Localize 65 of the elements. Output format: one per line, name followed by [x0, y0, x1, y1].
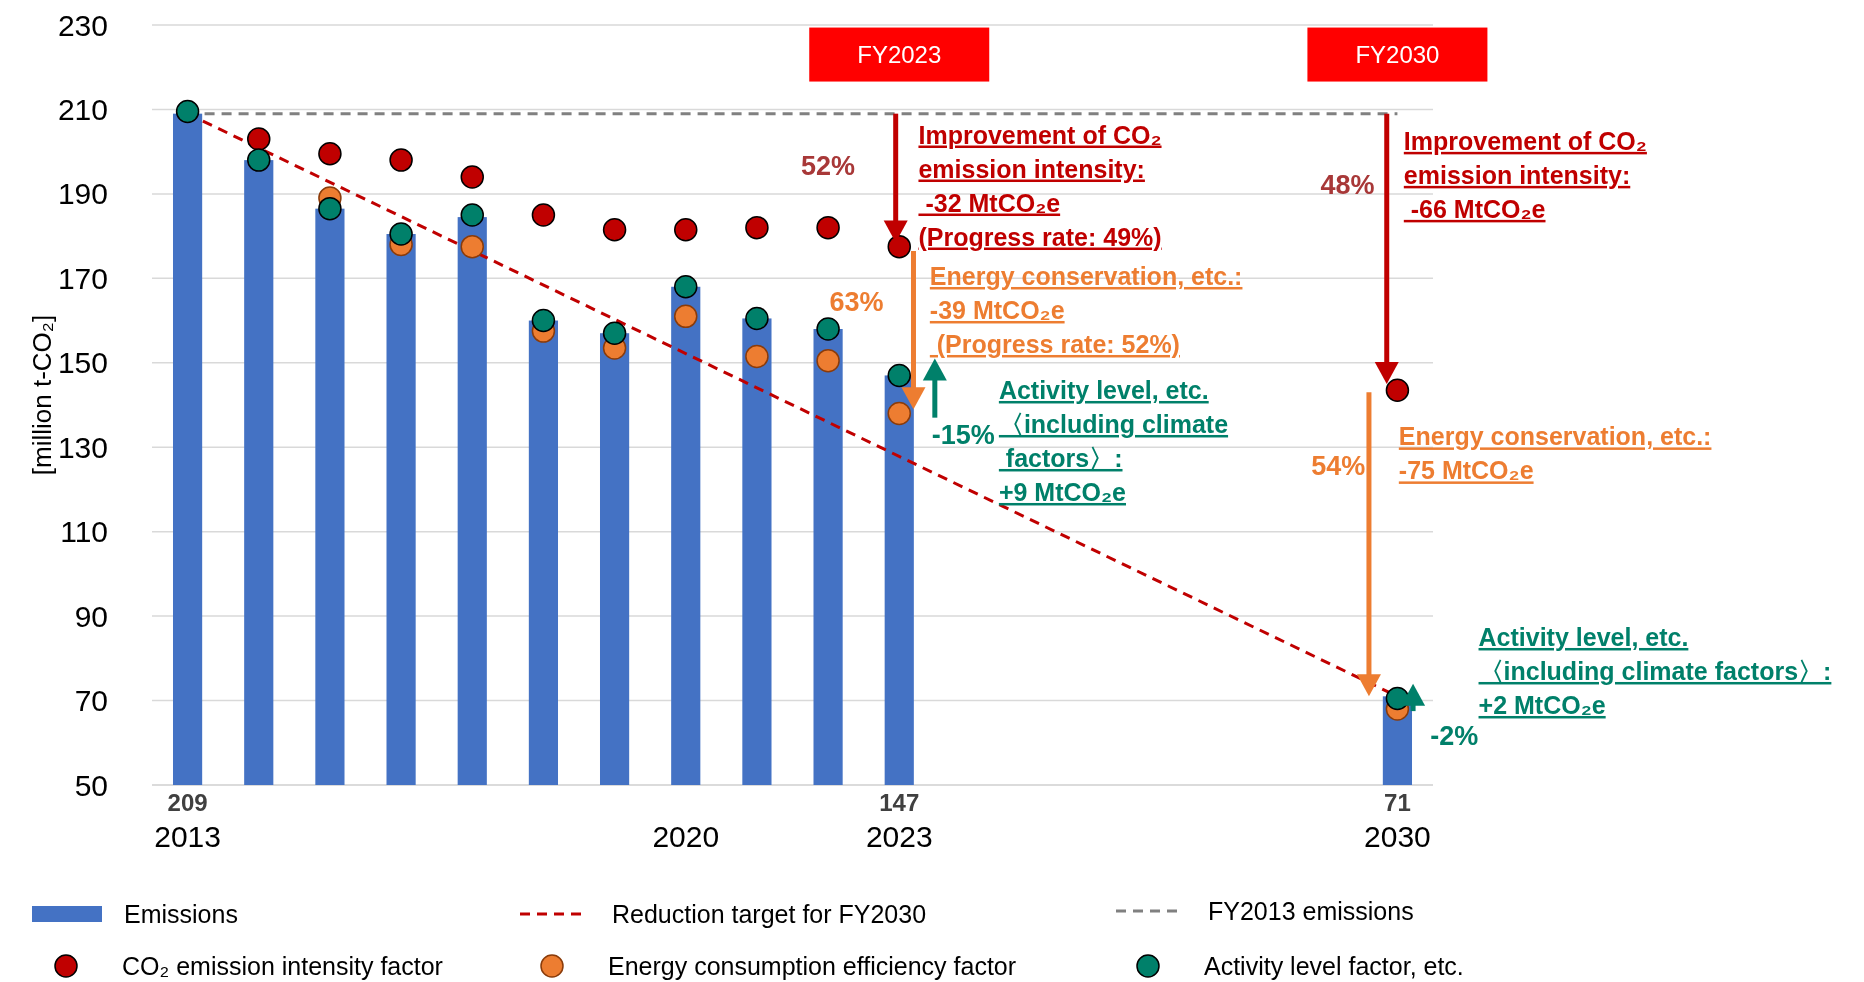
point — [389, 222, 413, 246]
point — [1385, 378, 1410, 402]
point — [531, 203, 556, 227]
point — [602, 218, 627, 242]
y-axis-title: [million t-CO₂] — [27, 314, 57, 476]
x-tick-label: 2020 — [652, 820, 720, 853]
point — [674, 218, 698, 242]
point — [816, 348, 840, 373]
annotation: 54% — [1311, 451, 1366, 482]
y-tick-label: 50 — [74, 768, 108, 802]
point — [745, 215, 769, 240]
point — [460, 165, 484, 189]
annotation: Improvement of CO₂ emission intensity: -66 MtCO₂e — [1403, 126, 1647, 223]
point — [674, 275, 698, 299]
annotation: Activity level, etc. 〈including climate factors〉: +9 MtCO₂e — [998, 375, 1229, 506]
text: Activity level, etc. 〈including climate factors〉: +2 MtCO₂e — [1478, 622, 1832, 719]
annotation: Energy conservation, etc.: -75 MtCO₂e — [1398, 422, 1712, 485]
point — [887, 363, 911, 388]
legend-label: Emissions — [124, 900, 238, 928]
point — [247, 148, 271, 172]
point — [816, 317, 840, 341]
point — [816, 215, 840, 240]
y-tick-label: 90 — [74, 599, 108, 633]
point — [318, 142, 342, 166]
annotation: Improvement of CO₂ emission intensity: -32 MtCO₂e (Progress rate: 49%) — [918, 120, 1162, 251]
point — [887, 401, 911, 426]
point — [531, 308, 556, 333]
y-tick-label: 230 — [57, 8, 108, 42]
point — [602, 321, 627, 345]
annotation: 63% — [829, 286, 884, 317]
annotation: FY2023 — [857, 41, 942, 69]
annotation: Energy conservation, etc.: -39 MtCO₂e (Progress rate: 52%) — [929, 261, 1243, 358]
y-tick-label: 70 — [74, 684, 108, 718]
point — [175, 99, 200, 124]
annotation: FY2030 — [1355, 41, 1440, 69]
y-tick-label: 150 — [57, 346, 108, 380]
data-label: 71 — [1384, 789, 1411, 816]
point — [460, 203, 484, 227]
data-label: 147 — [879, 789, 920, 816]
y-tick-label: 190 — [57, 177, 108, 211]
legend-label: Reduction target for FY2030 — [612, 900, 927, 928]
y-tick-label: 130 — [57, 430, 108, 464]
point — [745, 306, 769, 331]
point — [389, 148, 413, 172]
legend-label: FY2013 emissions — [1208, 897, 1414, 925]
annotation: -15% — [931, 419, 995, 450]
y-tick-label: 210 — [57, 92, 108, 126]
y-tick-label: 170 — [57, 261, 108, 295]
x-tick-label: 2030 — [1364, 820, 1431, 853]
legend-label: Energy consumption efficiency factor — [608, 952, 1017, 980]
point — [674, 304, 698, 329]
x-tick-label: 2023 — [865, 820, 933, 853]
annotation: -2% — [1430, 721, 1479, 752]
data-label: 209 — [167, 789, 208, 816]
legend-label: Activity level factor, etc. — [1204, 952, 1464, 980]
y-tick-label: 110 — [60, 515, 108, 549]
annotation: 48% — [1320, 170, 1375, 201]
point — [887, 234, 911, 259]
point — [460, 234, 484, 259]
annotation: 52% — [801, 151, 856, 182]
point — [745, 344, 769, 369]
x-tick-label: 2013 — [154, 820, 221, 853]
point — [247, 127, 271, 151]
legend-label: CO₂ emission intensity factor — [122, 952, 443, 980]
point — [318, 196, 342, 221]
